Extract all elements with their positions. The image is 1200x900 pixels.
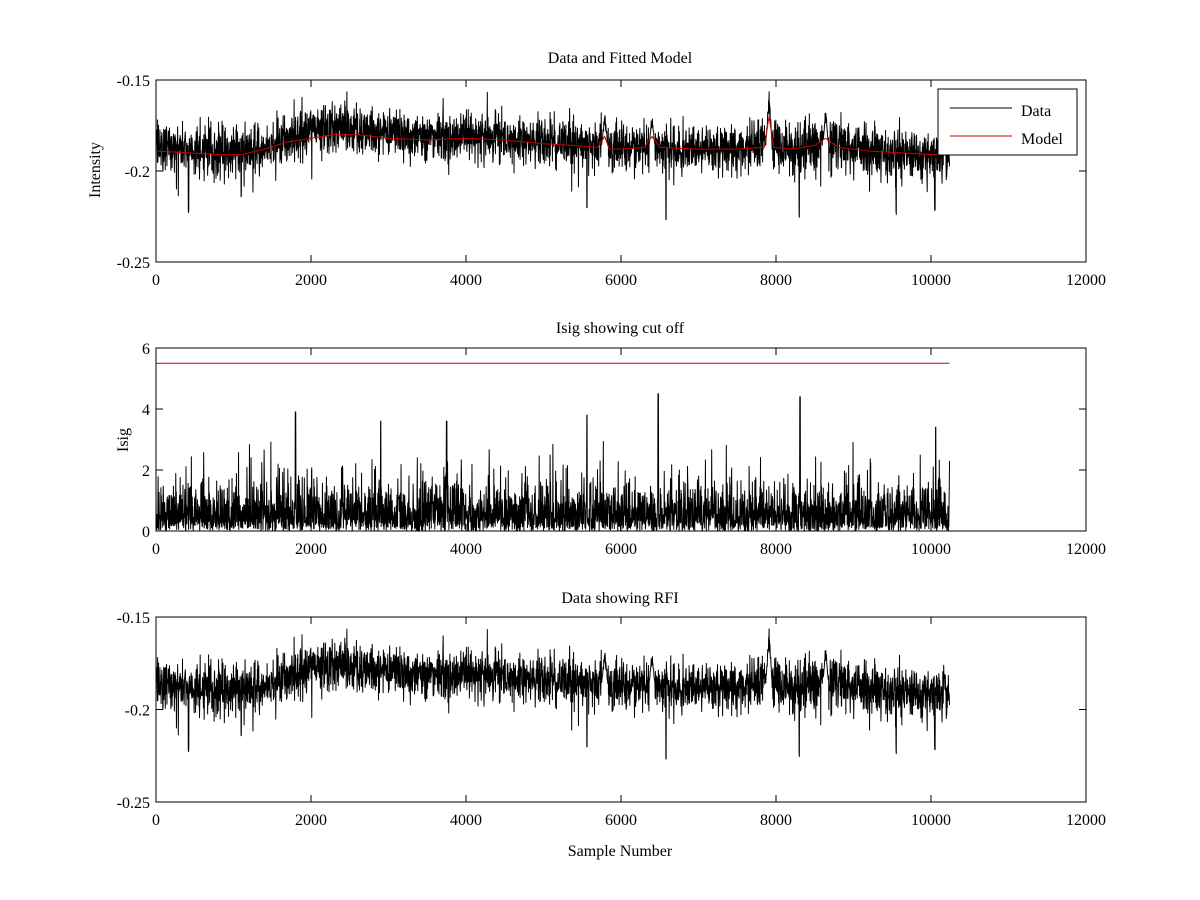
bottom-xtick-label: 10000 [911, 812, 951, 829]
middle-xtick-label: 0 [152, 541, 160, 558]
bottom-ytick-label: -0.25 [117, 795, 150, 812]
top-ytick-label: -0.15 [117, 73, 150, 90]
middle-ytick-label: 2 [142, 463, 150, 480]
bottom-xtick-label: 4000 [450, 812, 482, 829]
bottom-plot-data [156, 628, 951, 760]
top-ytick-label: -0.2 [125, 164, 150, 181]
panel-middle: Isig showing cut off Isig 0 2000 4000 6000 8… [115, 320, 1106, 558]
top-xtick-label: 4000 [450, 272, 482, 289]
bottom-xtick-label: 6000 [605, 812, 637, 829]
middle-ytick-label: 0 [142, 524, 150, 541]
middle-xtick-label: 12000 [1066, 541, 1106, 558]
middle-ytick-label: 6 [142, 341, 150, 358]
bottom-axes: 0 2000 4000 6000 8000 10000 12000 -0.15 -0.2 -0.2… [117, 610, 1106, 829]
bottom-series-noisy-signal [156, 628, 951, 760]
top-plot-data [156, 91, 951, 221]
middle-axes: 0 2000 4000 6000 8000 10000 12000 0 2 4 6 [142, 341, 1106, 558]
middle-title: Isig showing cut off [556, 320, 685, 337]
panel-bottom: Data showing RFI Sample Number 0 2000 4000… [117, 590, 1106, 860]
bottom-xtick-label: 12000 [1066, 812, 1106, 829]
middle-plot-data [156, 362, 951, 531]
middle-xtick-label: 2000 [295, 541, 327, 558]
top-xtick-label: 6000 [605, 272, 637, 289]
top-xtick-label: 10000 [911, 272, 951, 289]
top-xtick-label: 0 [152, 272, 160, 289]
top-series-model [156, 115, 950, 156]
legend-box [937, 88, 1078, 156]
middle-xtick-label: 10000 [911, 541, 951, 558]
legend-label-data: Data [1021, 103, 1051, 120]
top-xtick-label: 12000 [1066, 272, 1106, 289]
top-series-data [156, 91, 951, 221]
middle-ylabel: Isig [115, 428, 132, 452]
bottom-ytick-label: -0.2 [125, 703, 150, 720]
middle-xtick-label: 8000 [760, 541, 792, 558]
bottom-xtick-label: 2000 [295, 812, 327, 829]
middle-ytick-label: 4 [142, 402, 150, 419]
top-axes: 0 2000 4000 6000 8000 10000 12000 -0.15 -0.2 -0.2… [117, 73, 1106, 289]
panel-top: Data and Fitted Model Intensity 0 2000 400… [87, 50, 1106, 289]
bottom-title: Data showing RFI [561, 590, 678, 607]
bottom-xtick-label: 8000 [760, 812, 792, 829]
top-ylabel: Intensity [87, 142, 104, 198]
top-title: Data and Fitted Model [548, 50, 693, 67]
top-xtick-label: 2000 [295, 272, 327, 289]
middle-xtick-label: 6000 [605, 541, 637, 558]
bottom-xtick-label: 0 [152, 812, 160, 829]
middle-xtick-label: 4000 [450, 541, 482, 558]
bottom-ytick-label: -0.15 [117, 610, 150, 627]
top-ytick-label: -0.25 [117, 255, 150, 272]
legend: Data Model [937, 88, 1078, 156]
legend-label-model: Model [1021, 131, 1063, 148]
middle-series-noisy-magnitude [156, 393, 951, 531]
top-xtick-label: 8000 [760, 272, 792, 289]
bottom-xlabel: Sample Number [568, 843, 673, 860]
